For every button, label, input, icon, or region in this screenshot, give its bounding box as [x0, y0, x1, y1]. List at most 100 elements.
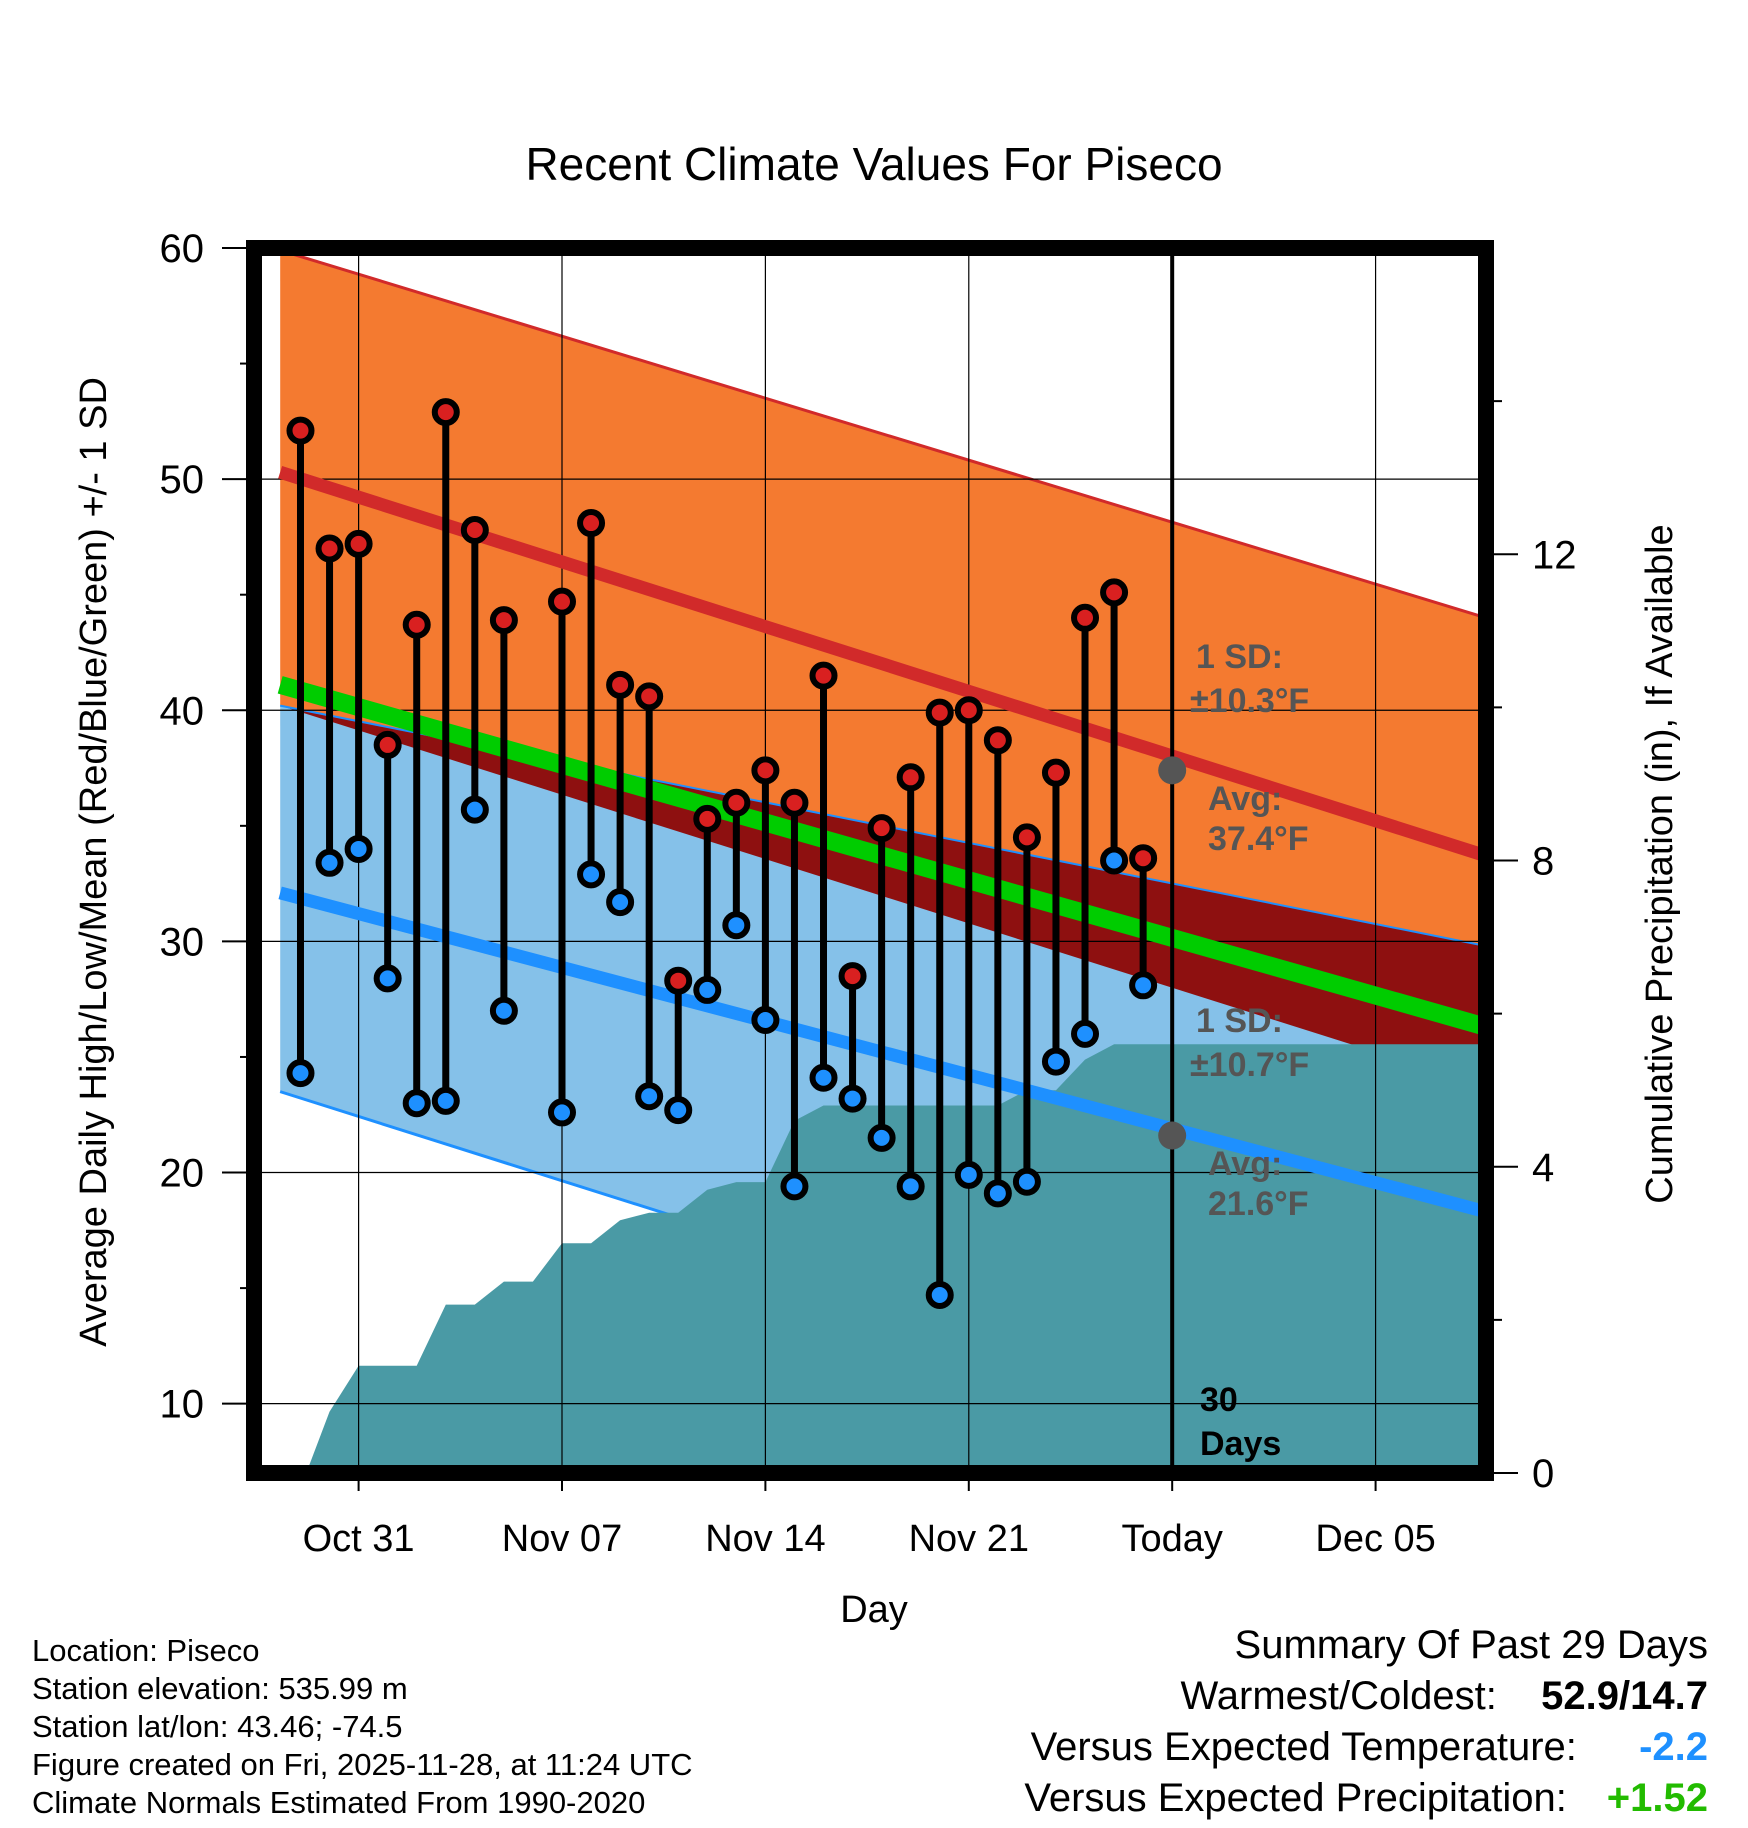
low-marker [577, 860, 606, 889]
high-avg-value: 37.4°F [1208, 820, 1309, 858]
high-marker [1071, 603, 1100, 632]
high-marker [577, 509, 606, 538]
elevation-text: Station elevation: 535.99 m [32, 1671, 408, 1706]
high-avg-label: Avg: [1208, 780, 1282, 818]
high-marker [548, 587, 576, 616]
x-tick-label-5: Dec 05 [1315, 1518, 1435, 1560]
temp-value: -2.2 [1639, 1725, 1708, 1769]
plot-frame [246, 240, 1494, 1481]
high-marker [315, 534, 344, 563]
annotations: 1 SD: ±10.3°F Avg: 37.4°F 1 SD: ±10.7°F … [1190, 638, 1309, 1463]
high-marker [693, 804, 722, 833]
low-marker [1041, 1047, 1070, 1076]
high-marker [954, 696, 983, 725]
high-marker [431, 398, 460, 427]
high-marker [867, 814, 896, 843]
grid [254, 248, 1486, 1473]
station-info: Location: Piseco Station elevation: 535.… [32, 1632, 693, 1822]
low-marker [1129, 971, 1158, 1000]
precip-label: Versus Expected Precipitation: [1024, 1776, 1567, 1820]
low-marker [751, 1005, 780, 1034]
low-marker [315, 848, 344, 877]
low-marker [954, 1160, 983, 1189]
high-marker [751, 756, 780, 785]
high-marker [1100, 578, 1129, 607]
high-marker [489, 606, 518, 635]
low-marker [548, 1098, 576, 1127]
normals-text: Climate Normals Estimated From 1990-2020 [32, 1785, 646, 1820]
low-marker [809, 1063, 838, 1092]
y-tick-label-0: 10 [160, 1383, 205, 1427]
high-marker [925, 698, 954, 727]
warm-cold-label: Warmest/Coldest: [1180, 1674, 1497, 1718]
chart-title: Recent Climate Values For Piseco [525, 138, 1222, 190]
x-tick-label-2: Nov 14 [705, 1518, 825, 1560]
y-tick-label-4: 50 [160, 458, 205, 502]
high-sd-value: ±10.3°F [1190, 682, 1309, 720]
location-text: Location: Piseco [32, 1633, 260, 1668]
created-text: Figure created on Fri, 2025-11-28, at 11… [32, 1747, 693, 1782]
low-avg-value: 21.6°F [1208, 1185, 1309, 1223]
precip-value: +1.52 [1606, 1776, 1708, 1820]
y-tick-label-2: 30 [160, 920, 205, 964]
high-marker [838, 962, 867, 991]
low-marker [983, 1179, 1012, 1208]
high-marker [606, 670, 635, 699]
high-marker [983, 726, 1012, 755]
low-marker [664, 1096, 693, 1125]
low-marker [489, 996, 518, 1025]
summary-title: Summary Of Past 29 Days [1234, 1623, 1708, 1667]
low-marker [867, 1123, 896, 1152]
low-avg-label: Avg: [1208, 1145, 1282, 1183]
high-avg-point [1158, 756, 1187, 785]
high-marker [1012, 823, 1041, 852]
low-marker [373, 964, 402, 993]
x-axis-label: Day [840, 1589, 908, 1631]
low-marker [896, 1172, 925, 1201]
high-marker [722, 788, 751, 817]
low-marker [431, 1086, 460, 1115]
low-marker [780, 1172, 809, 1201]
low-marker [286, 1059, 315, 1088]
days-number: 30 [1200, 1381, 1238, 1419]
high-sd-upper-line [279, 248, 1486, 620]
low-marker [1071, 1019, 1100, 1048]
y2-tick-label-2: 8 [1532, 840, 1554, 884]
high-marker [460, 515, 489, 544]
x-tick-label-4: Today [1121, 1518, 1222, 1560]
y2-axis-label: Cumulative Precipitation (in), If Availa… [1639, 524, 1681, 1203]
axis-ticks: Oct 31 Nov 07 Nov 14 Nov 21 Today Dec 05 10 20 3… [160, 227, 1577, 1560]
summary-panel: Summary Of Past 29 Days Warmest/Coldest:… [1024, 1620, 1708, 1824]
y-tick-label-5: 60 [160, 227, 205, 271]
low-marker [1100, 846, 1129, 875]
y-axis-label: Average Daily High/Low/Mean (Red/Blue/Gr… [73, 377, 115, 1347]
low-marker [838, 1084, 867, 1113]
latlon-text: Station lat/lon: 43.46; -74.5 [32, 1709, 403, 1744]
low-marker [1012, 1167, 1041, 1196]
high-sd-label: 1 SD: [1196, 638, 1283, 676]
low-marker [606, 888, 635, 917]
low-sd-value: ±10.7°F [1190, 1046, 1309, 1084]
high-marker [344, 529, 373, 558]
high-marker [1041, 758, 1070, 787]
x-tick-label-1: Nov 07 [502, 1518, 622, 1560]
low-marker [693, 975, 722, 1004]
high-marker [664, 966, 693, 995]
high-marker [635, 682, 664, 711]
precip-area [280, 1044, 1486, 1473]
high-marker [373, 730, 402, 759]
high-marker [286, 416, 315, 445]
high-marker [809, 661, 838, 690]
warm-cold-value: 52.9/14.7 [1541, 1674, 1708, 1718]
y2-tick-label-3: 12 [1532, 533, 1577, 577]
y-tick-label-1: 20 [160, 1152, 205, 1196]
low-avg-point [1158, 1121, 1187, 1150]
temp-label: Versus Expected Temperature: [1030, 1725, 1577, 1769]
x-tick-label-0: Oct 31 [303, 1518, 415, 1560]
high-marker [896, 763, 925, 792]
high-marker [780, 788, 809, 817]
y2-tick-label-0: 0 [1532, 1452, 1554, 1496]
high-marker [1129, 844, 1158, 873]
y2-tick-label-1: 4 [1532, 1146, 1554, 1190]
low-marker [402, 1089, 431, 1118]
